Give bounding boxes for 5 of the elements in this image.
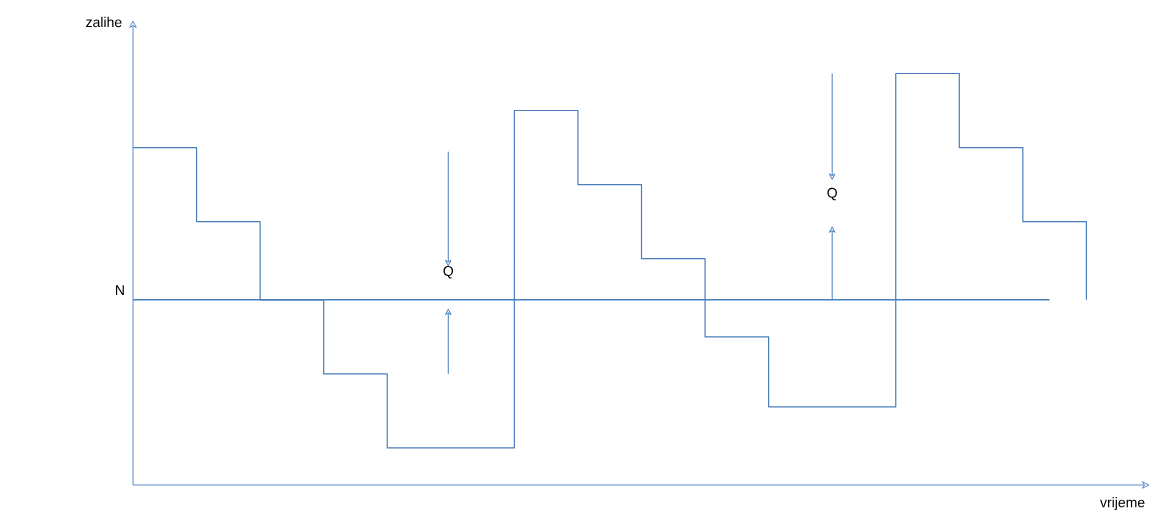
annotation: Q [443, 266, 454, 279]
ref-line-label: N [116, 285, 124, 295]
y-axis-title: zalihe [86, 16, 122, 28]
x-axis-title: vrijeme [1100, 497, 1145, 511]
annotation: Q [827, 187, 837, 201]
